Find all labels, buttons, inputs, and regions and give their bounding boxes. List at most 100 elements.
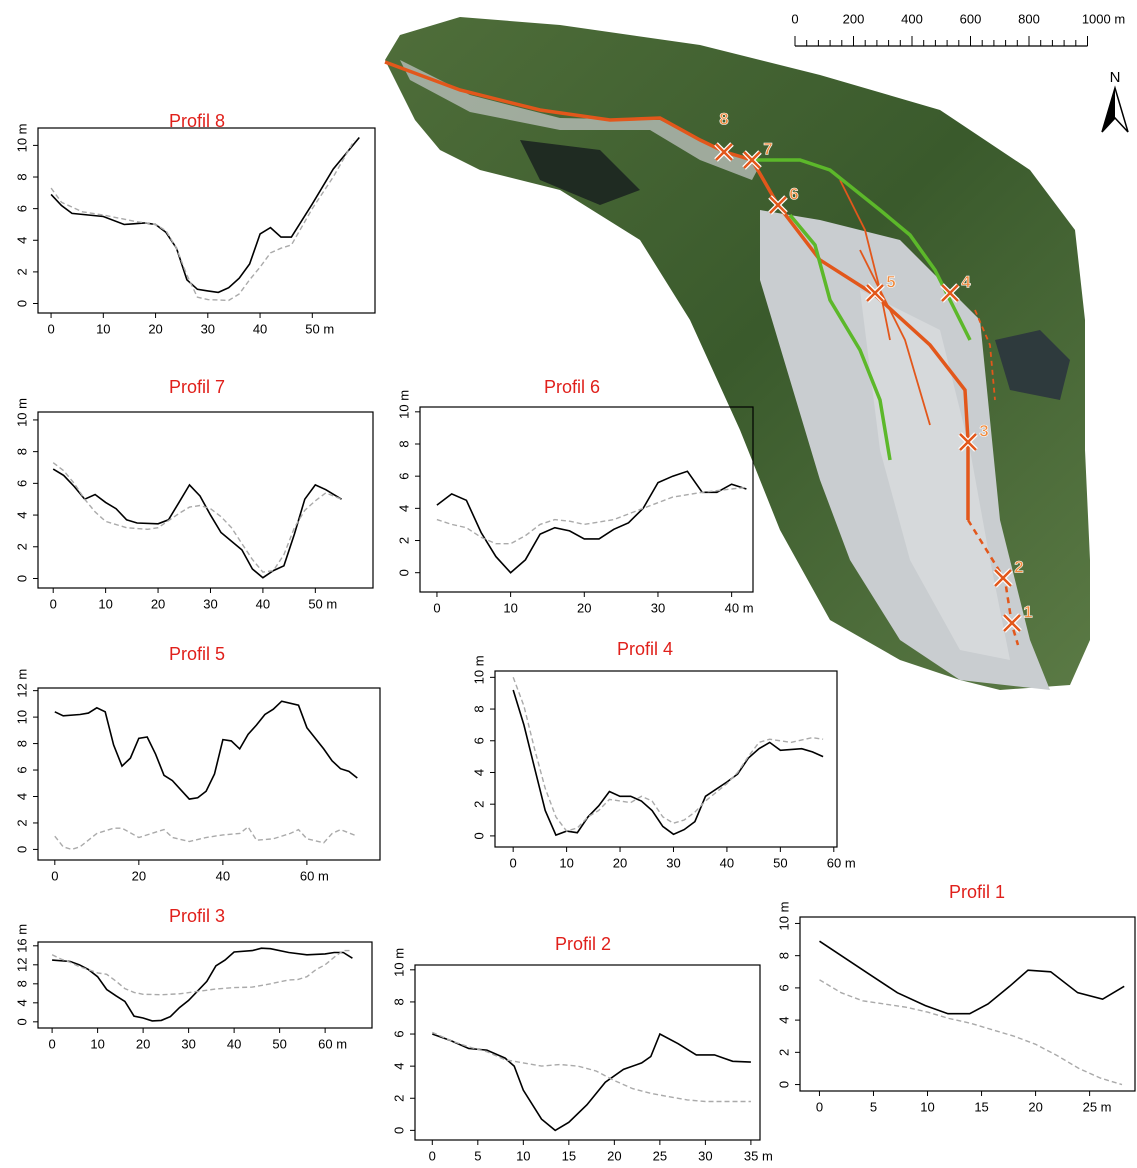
x-tick-label: 10 xyxy=(920,1099,934,1114)
y-tick-label: 16 m xyxy=(14,924,29,953)
y-tick-label: 6 xyxy=(776,984,791,991)
y-tick-label: 2 xyxy=(391,1095,406,1102)
x-tick-label: 10 xyxy=(96,321,110,336)
x-tick-label: 5 xyxy=(870,1099,877,1114)
y-tick-label: 12 xyxy=(14,958,29,972)
y-tick-label: 4 xyxy=(471,769,486,776)
plot-frame xyxy=(415,965,760,1140)
chart-title: Profil 5 xyxy=(169,644,225,664)
marker-label: 8 xyxy=(719,109,728,128)
y-tick-label: 0 xyxy=(391,1127,406,1134)
profile-line xyxy=(820,941,1125,1014)
x-tick-label: 0 xyxy=(48,1036,55,1051)
y-tick-label: 8 xyxy=(396,440,411,447)
x-tick-label: 50 xyxy=(773,855,787,870)
x-tick-label: 60 m xyxy=(300,868,329,883)
y-tick-label: 0 xyxy=(14,575,29,582)
x-tick-label: 10 xyxy=(503,600,517,615)
x-tick-label: 0 xyxy=(433,600,440,615)
x-tick-label: 60 m xyxy=(827,855,856,870)
profile-line xyxy=(432,1034,751,1130)
x-tick-label: 40 xyxy=(720,855,734,870)
x-tick-label: 20 xyxy=(1028,1099,1042,1114)
y-tick-label: 2 xyxy=(14,268,29,275)
profile-line xyxy=(432,1032,751,1101)
profile-line xyxy=(55,701,358,799)
y-tick-label: 2 xyxy=(776,1049,791,1056)
y-tick-label: 0 xyxy=(14,300,29,307)
y-tick-label: 8 xyxy=(14,173,29,180)
map xyxy=(385,17,1090,690)
x-tick-label: 20 xyxy=(613,855,627,870)
y-tick-label: 0 xyxy=(471,832,486,839)
profile-line xyxy=(51,138,359,293)
x-tick-label: 40 xyxy=(253,321,267,336)
x-tick-label: 40 xyxy=(256,596,270,611)
x-tick-label: 0 xyxy=(50,596,57,611)
x-tick-label: 20 xyxy=(132,868,146,883)
y-tick-label: 2 xyxy=(471,801,486,808)
x-tick-label: 20 xyxy=(136,1036,150,1051)
x-tick-label: 60 m xyxy=(318,1036,347,1051)
x-tick-label: 35 m xyxy=(744,1148,773,1163)
y-tick-label: 10 m xyxy=(471,655,486,684)
plot-frame xyxy=(38,942,372,1028)
y-tick-label: 10 m xyxy=(14,123,29,152)
y-tick-label: 4 xyxy=(396,505,411,512)
y-tick-label: 2 xyxy=(14,819,29,826)
y-tick-label: 8 xyxy=(14,980,29,987)
marker-label: 6 xyxy=(789,184,798,203)
scale-label: 800 xyxy=(1018,11,1040,26)
y-tick-label: 8 xyxy=(471,705,486,712)
x-tick-label: 30 xyxy=(698,1148,712,1163)
plot-frame xyxy=(38,128,375,313)
x-tick-label: 20 xyxy=(148,321,162,336)
x-tick-label: 15 xyxy=(974,1099,988,1114)
y-tick-label: 6 xyxy=(14,480,29,487)
chart-title: Profil 2 xyxy=(555,934,611,954)
north-arrow: N xyxy=(1102,69,1128,132)
y-tick-label: 6 xyxy=(14,205,29,212)
x-tick-label: 30 xyxy=(666,855,680,870)
profile-line xyxy=(820,980,1123,1085)
profile-chart: Profil 205101520253035 m0246810 m xyxy=(391,934,772,1164)
y-tick-label: 8 xyxy=(391,998,406,1005)
profile-line xyxy=(513,690,823,835)
x-tick-label: 10 xyxy=(98,596,112,611)
y-tick-label: 8 xyxy=(14,448,29,455)
plot-frame xyxy=(420,407,753,592)
x-tick-label: 30 xyxy=(203,596,217,611)
x-tick-label: 50 xyxy=(272,1036,286,1051)
y-tick-label: 6 xyxy=(396,473,411,480)
profile-line xyxy=(437,471,747,572)
chart-title: Profil 3 xyxy=(169,906,225,926)
marker-label: 1 xyxy=(1023,602,1032,621)
scale-label: 0 xyxy=(791,11,798,26)
chart-title: Profil 4 xyxy=(617,639,673,659)
scale-label: 1000 m xyxy=(1082,11,1125,26)
x-tick-label: 20 xyxy=(151,596,165,611)
plot-frame xyxy=(38,412,373,588)
profile-line xyxy=(53,463,341,572)
plot-frame xyxy=(38,688,380,860)
x-tick-label: 30 xyxy=(201,321,215,336)
y-tick-label: 10 m xyxy=(396,390,411,419)
chart-title: Profil 7 xyxy=(169,377,225,397)
x-tick-label: 25 xyxy=(653,1148,667,1163)
y-tick-label: 10 xyxy=(14,710,29,724)
profile-chart: Profil 10510152025 m0246810 m xyxy=(776,882,1135,1115)
x-tick-label: 20 xyxy=(577,600,591,615)
y-tick-label: 0 xyxy=(396,569,411,576)
profile-line xyxy=(52,948,352,1021)
x-tick-label: 0 xyxy=(429,1148,436,1163)
y-tick-label: 0 xyxy=(14,846,29,853)
scale-label: 600 xyxy=(960,11,982,26)
marker-label: 5 xyxy=(886,272,895,291)
y-tick-label: 6 xyxy=(14,766,29,773)
y-tick-label: 6 xyxy=(471,737,486,744)
y-tick-label: 12 m xyxy=(14,669,29,698)
y-tick-label: 6 xyxy=(391,1030,406,1037)
